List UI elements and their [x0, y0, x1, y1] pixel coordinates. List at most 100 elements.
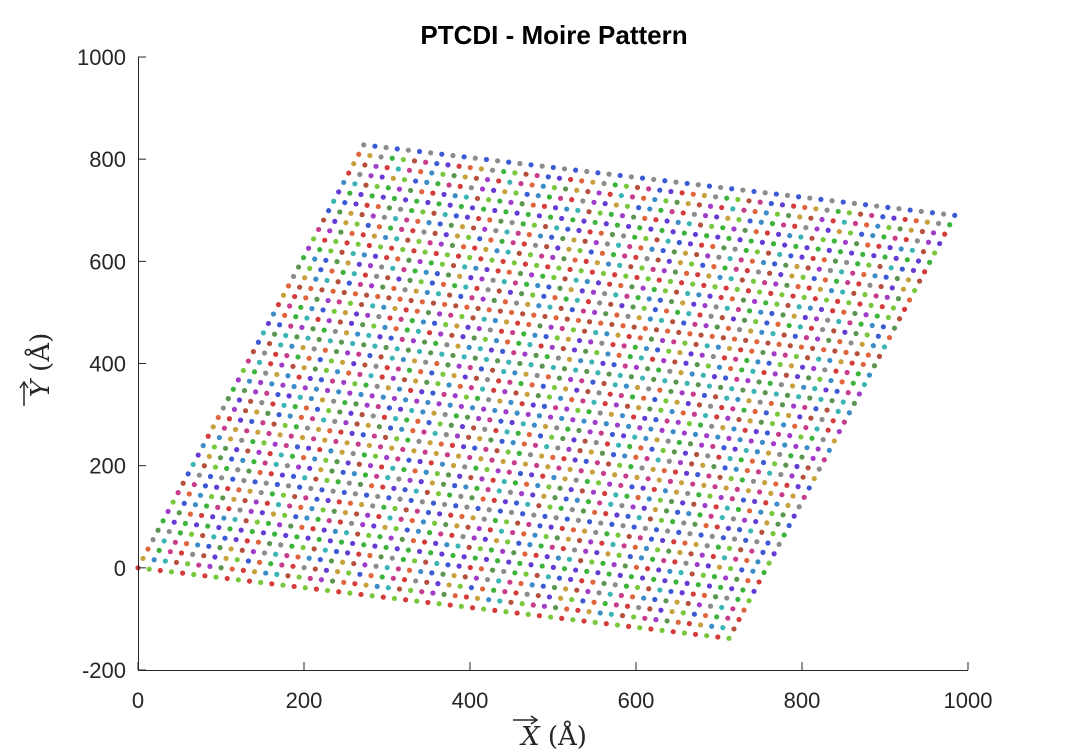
data-point [594, 460, 600, 466]
data-point [608, 501, 614, 507]
data-point [299, 524, 305, 531]
data-point [729, 296, 735, 302]
data-point [758, 309, 764, 315]
data-point [452, 393, 458, 399]
data-point [445, 162, 451, 168]
data-point [210, 424, 216, 430]
data-point [512, 280, 519, 286]
data-point [442, 301, 448, 308]
data-point [634, 474, 640, 480]
data-point [313, 476, 319, 482]
data-point [411, 448, 417, 454]
data-point [807, 395, 813, 401]
data-point [715, 344, 721, 350]
data-point [707, 403, 714, 409]
data-point [903, 236, 909, 243]
data-point [805, 265, 811, 271]
data-point [384, 165, 390, 171]
data-point [323, 567, 330, 573]
data-point [700, 572, 706, 578]
data-point [355, 441, 361, 447]
data-point [311, 546, 317, 552]
data-point [481, 316, 487, 322]
data-point [383, 544, 389, 551]
data-point [787, 343, 793, 349]
data-point [442, 501, 448, 508]
data-point [281, 402, 287, 408]
data-point [581, 328, 588, 334]
data-point [626, 533, 632, 540]
data-point [473, 375, 479, 381]
data-point [456, 163, 462, 169]
data-point [337, 519, 343, 525]
data-point [369, 193, 375, 199]
data-point [360, 522, 366, 528]
data-point [777, 451, 783, 458]
data-point [360, 232, 366, 238]
data-point [890, 305, 897, 311]
data-point [359, 212, 365, 218]
data-point [317, 246, 323, 253]
data-point [216, 524, 222, 531]
data-point [428, 550, 434, 556]
data-point [672, 469, 679, 475]
data-point [598, 320, 604, 326]
data-point [451, 173, 457, 179]
data-point [686, 421, 692, 427]
data-point [572, 457, 578, 463]
data-point [694, 251, 700, 258]
data-point [746, 198, 752, 204]
data-point [514, 410, 520, 416]
data-point [593, 529, 599, 536]
data-point [363, 182, 369, 188]
data-point [565, 336, 571, 342]
data-point [461, 154, 467, 160]
data-point [664, 418, 670, 424]
data-point [859, 341, 865, 347]
data-point [803, 225, 809, 231]
data-point [289, 453, 296, 459]
data-point [633, 254, 639, 260]
data-point [489, 257, 495, 263]
data-point [730, 316, 737, 322]
data-point [924, 219, 931, 225]
data-point [617, 572, 623, 578]
data-point [639, 175, 646, 181]
data-point [608, 301, 614, 307]
data-point [280, 582, 286, 588]
data-point [402, 287, 408, 293]
data-point [541, 203, 548, 209]
data-point [571, 347, 578, 353]
data-point [637, 625, 643, 631]
data-point [435, 491, 442, 497]
data-point [691, 501, 697, 507]
data-point [731, 426, 737, 432]
data-point [489, 457, 495, 463]
data-point [406, 367, 413, 373]
data-point [599, 250, 605, 256]
data-point [883, 274, 889, 280]
data-point [341, 179, 347, 186]
data-point [661, 468, 667, 474]
data-point [384, 254, 390, 261]
data-point [407, 477, 413, 483]
data-point [751, 588, 757, 594]
data-point [407, 187, 414, 194]
data-point [570, 327, 576, 333]
data-point [447, 402, 453, 408]
data-point [736, 616, 742, 623]
data-point [486, 597, 492, 603]
data-point [316, 536, 322, 543]
data-point [875, 333, 881, 339]
data-point [373, 363, 379, 369]
data-point [635, 494, 641, 501]
data-point [773, 191, 779, 197]
data-point [548, 324, 554, 330]
data-point [409, 318, 415, 324]
data-point [338, 339, 345, 345]
data-point [701, 392, 708, 399]
data-point [553, 515, 559, 521]
data-point [542, 223, 549, 230]
data-point [663, 198, 669, 204]
data-point [384, 454, 390, 461]
